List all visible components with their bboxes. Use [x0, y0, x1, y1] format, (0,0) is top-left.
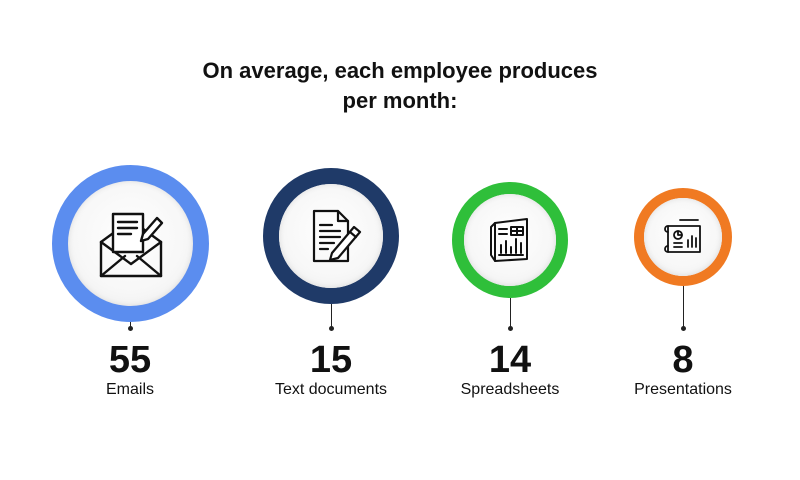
ring-presentations-inner: [644, 198, 722, 276]
stem-text-documents: [331, 304, 332, 328]
value-text-documents: 15: [309, 339, 353, 381]
ring-spreadsheets-inner: [464, 194, 556, 286]
presentation-icon: [664, 219, 701, 253]
label-emails: Emails: [105, 381, 154, 398]
spreadsheet-icon: [490, 218, 528, 262]
dot-emails: [128, 326, 133, 331]
title-line-2: per month:: [342, 88, 458, 113]
document-icon: [312, 209, 362, 263]
value-emails: 55: [108, 339, 152, 381]
label-spreadsheets: Spreadsheets: [460, 381, 560, 398]
email-icon: [99, 212, 163, 277]
page-title: On average, each employee produces per m…: [0, 56, 800, 116]
label-presentations: Presentations: [634, 381, 732, 398]
stem-presentations: [683, 286, 684, 328]
value-presentations: 8: [672, 339, 694, 381]
label-text-documents: Text documents: [274, 381, 388, 398]
stem-spreadsheets: [510, 298, 511, 328]
value-spreadsheets: 14: [488, 339, 532, 381]
title-line-1: On average, each employee produces: [202, 58, 598, 83]
dot-text-documents: [329, 326, 334, 331]
dot-spreadsheets: [508, 326, 513, 331]
ring-text-documents-inner: [279, 184, 383, 288]
dot-presentations: [681, 326, 686, 331]
ring-emails-inner: [68, 181, 193, 306]
